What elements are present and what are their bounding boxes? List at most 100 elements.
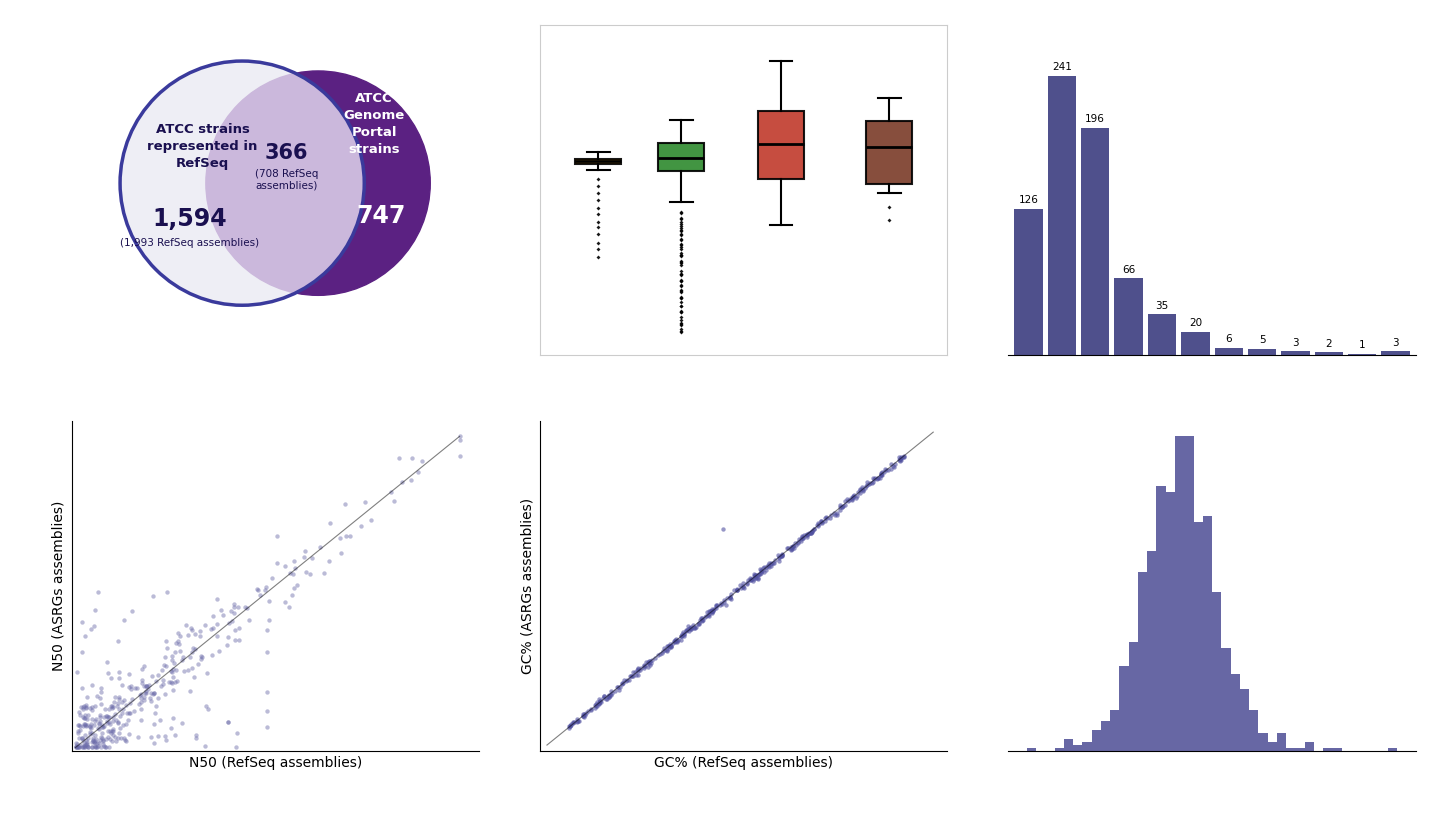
Point bbox=[566, 714, 589, 728]
Point bbox=[144, 699, 167, 712]
Point bbox=[73, 711, 96, 724]
Point bbox=[134, 687, 157, 700]
Point bbox=[359, 514, 382, 527]
Point bbox=[79, 701, 102, 714]
Point bbox=[256, 623, 279, 636]
Point bbox=[73, 629, 96, 643]
Bar bbox=[1165, 493, 1175, 751]
Point bbox=[702, 602, 725, 615]
Text: 6: 6 bbox=[1226, 334, 1233, 344]
Point bbox=[130, 713, 153, 726]
Text: 366: 366 bbox=[265, 144, 309, 163]
Point bbox=[94, 732, 117, 745]
Point bbox=[822, 507, 845, 520]
Point bbox=[74, 701, 97, 714]
Point bbox=[140, 730, 163, 743]
Bar bbox=[1181, 332, 1210, 355]
Point bbox=[676, 623, 699, 636]
Point bbox=[173, 665, 196, 678]
Point bbox=[74, 719, 97, 732]
Point bbox=[669, 275, 692, 288]
Point bbox=[97, 702, 120, 715]
Point bbox=[798, 526, 821, 540]
Bar bbox=[1194, 521, 1203, 751]
Point bbox=[595, 692, 618, 705]
Point bbox=[726, 583, 749, 596]
Point bbox=[73, 738, 96, 752]
Point bbox=[749, 564, 772, 578]
Point bbox=[754, 565, 776, 578]
Point bbox=[622, 666, 645, 679]
Point bbox=[193, 619, 216, 632]
Point bbox=[669, 232, 692, 245]
Point bbox=[785, 539, 808, 552]
Point bbox=[691, 613, 714, 626]
Point bbox=[589, 695, 612, 708]
Point bbox=[162, 671, 184, 684]
Point bbox=[669, 241, 692, 254]
Point bbox=[100, 672, 123, 685]
Point bbox=[182, 641, 204, 654]
Point bbox=[216, 631, 239, 644]
Point bbox=[706, 599, 729, 612]
X-axis label: GC% (RefSeq assemblies): GC% (RefSeq assemblies) bbox=[654, 757, 834, 771]
Text: (1,993 RefSeq assemblies): (1,993 RefSeq assemblies) bbox=[120, 238, 259, 248]
Point bbox=[732, 582, 755, 595]
Point bbox=[107, 692, 130, 705]
Bar bbox=[1120, 666, 1128, 751]
Point bbox=[80, 741, 103, 754]
Point bbox=[726, 583, 749, 596]
Point bbox=[565, 715, 588, 728]
Point bbox=[666, 634, 689, 647]
Point bbox=[133, 680, 156, 693]
Point bbox=[781, 540, 804, 554]
Point bbox=[69, 719, 92, 733]
Point bbox=[586, 201, 609, 214]
Bar bbox=[1203, 516, 1213, 751]
Point bbox=[76, 741, 99, 754]
Point bbox=[76, 741, 99, 754]
Point bbox=[877, 463, 899, 476]
Point bbox=[691, 615, 714, 628]
Point bbox=[295, 565, 317, 578]
Point bbox=[579, 704, 602, 717]
Point bbox=[280, 588, 303, 601]
Point bbox=[163, 676, 186, 689]
Point bbox=[559, 719, 582, 733]
Point bbox=[658, 637, 681, 650]
Point bbox=[329, 547, 352, 560]
Point bbox=[80, 623, 103, 636]
Point bbox=[755, 560, 778, 573]
Point bbox=[801, 525, 824, 538]
Point bbox=[80, 740, 103, 753]
Point bbox=[113, 733, 136, 747]
Point bbox=[709, 596, 732, 610]
Bar bbox=[1286, 747, 1296, 751]
Point bbox=[669, 280, 692, 293]
Point bbox=[682, 622, 705, 635]
Point bbox=[791, 531, 814, 545]
Point bbox=[312, 567, 335, 580]
Point bbox=[676, 620, 699, 633]
Bar bbox=[1114, 278, 1143, 355]
Point bbox=[86, 741, 109, 754]
Point bbox=[712, 593, 735, 606]
Point bbox=[586, 179, 609, 192]
Bar bbox=[1101, 721, 1110, 751]
Point bbox=[729, 578, 752, 592]
Point bbox=[107, 672, 130, 685]
Point bbox=[623, 666, 646, 679]
Point bbox=[674, 624, 696, 637]
Point bbox=[143, 686, 166, 700]
Point bbox=[801, 525, 824, 538]
Point bbox=[705, 601, 728, 615]
Point bbox=[160, 675, 183, 688]
Point bbox=[711, 522, 734, 535]
Point bbox=[669, 299, 692, 313]
Point bbox=[824, 508, 847, 521]
Point bbox=[618, 669, 641, 682]
Point bbox=[99, 733, 122, 746]
Point bbox=[282, 567, 305, 580]
Point bbox=[586, 227, 609, 240]
Point bbox=[741, 573, 764, 586]
